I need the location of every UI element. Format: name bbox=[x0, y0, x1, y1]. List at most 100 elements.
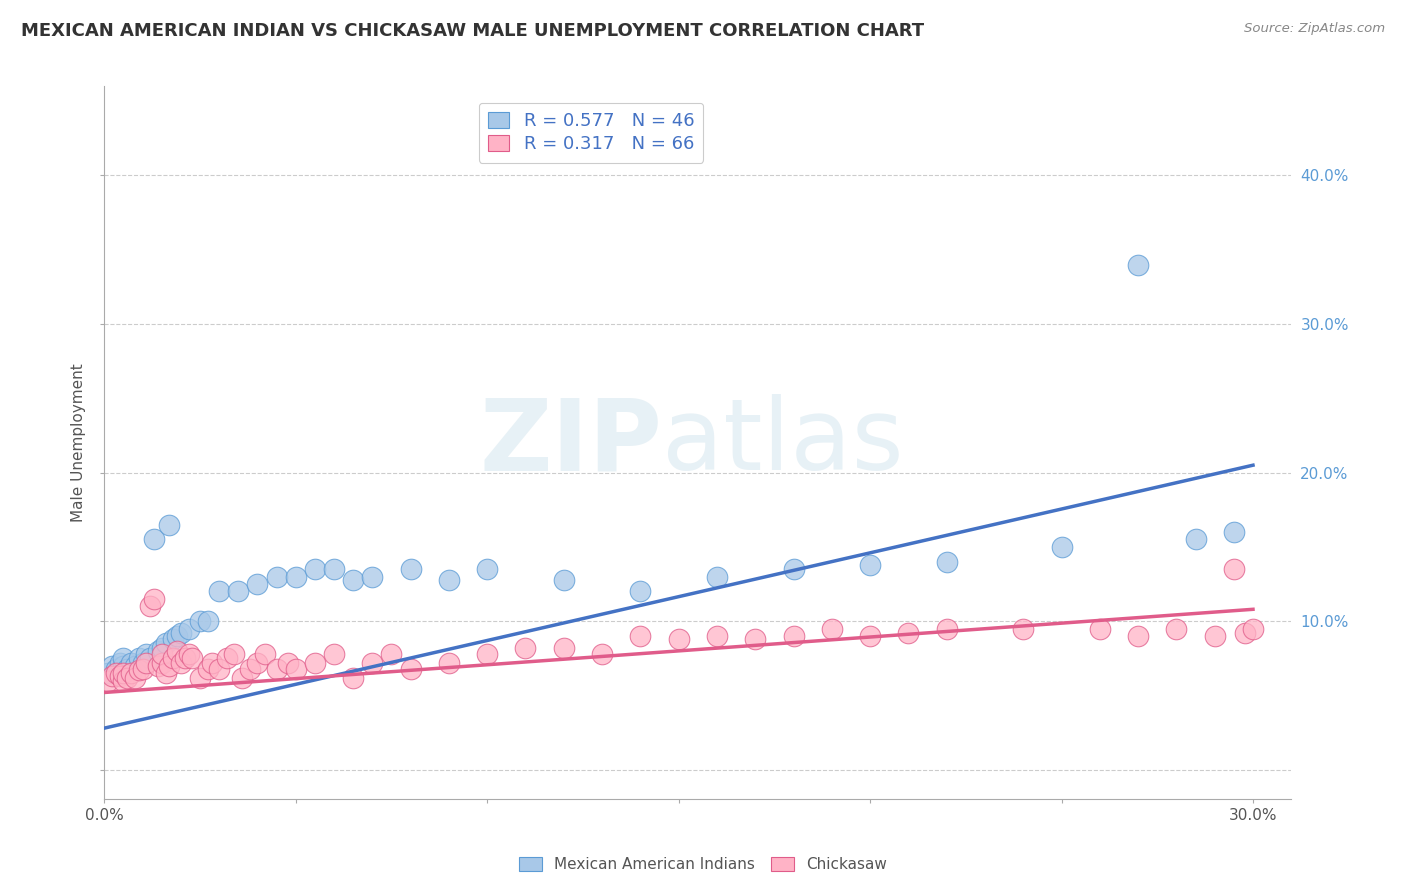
Point bbox=[104, 666, 127, 681]
Point bbox=[166, 629, 188, 643]
Point bbox=[117, 662, 139, 676]
Point bbox=[437, 656, 460, 670]
Point bbox=[166, 644, 188, 658]
Point bbox=[162, 651, 184, 665]
Point bbox=[108, 656, 131, 670]
Point bbox=[208, 584, 231, 599]
Point bbox=[380, 647, 402, 661]
Point bbox=[342, 671, 364, 685]
Point bbox=[399, 562, 422, 576]
Y-axis label: Male Unemployment: Male Unemployment bbox=[72, 364, 86, 523]
Point bbox=[628, 584, 651, 599]
Point bbox=[170, 656, 193, 670]
Point bbox=[821, 622, 844, 636]
Point bbox=[935, 555, 957, 569]
Point bbox=[150, 656, 173, 670]
Point bbox=[112, 673, 135, 688]
Point bbox=[188, 671, 211, 685]
Point bbox=[139, 599, 162, 614]
Point bbox=[101, 669, 124, 683]
Point bbox=[131, 662, 153, 676]
Text: ZIP: ZIP bbox=[479, 394, 662, 491]
Point bbox=[399, 662, 422, 676]
Point bbox=[139, 651, 162, 665]
Point bbox=[135, 647, 157, 661]
Point bbox=[266, 662, 288, 676]
Point bbox=[231, 671, 253, 685]
Point bbox=[1126, 258, 1149, 272]
Point bbox=[215, 651, 238, 665]
Point bbox=[120, 656, 142, 670]
Point bbox=[1126, 629, 1149, 643]
Legend: R = 0.577   N = 46, R = 0.317   N = 66: R = 0.577 N = 46, R = 0.317 N = 66 bbox=[478, 103, 703, 162]
Point bbox=[1234, 626, 1257, 640]
Point bbox=[135, 656, 157, 670]
Point bbox=[197, 614, 219, 628]
Text: atlas: atlas bbox=[662, 394, 904, 491]
Point bbox=[146, 644, 169, 658]
Point bbox=[155, 666, 177, 681]
Point bbox=[254, 647, 277, 661]
Point bbox=[155, 636, 177, 650]
Point bbox=[188, 614, 211, 628]
Point bbox=[177, 647, 200, 661]
Point bbox=[143, 533, 166, 547]
Point bbox=[284, 569, 307, 583]
Point bbox=[101, 658, 124, 673]
Point bbox=[200, 656, 222, 670]
Point bbox=[246, 656, 269, 670]
Point bbox=[782, 562, 804, 576]
Point bbox=[173, 651, 195, 665]
Point bbox=[284, 662, 307, 676]
Point bbox=[706, 629, 728, 643]
Point bbox=[97, 673, 120, 688]
Point bbox=[157, 658, 180, 673]
Point bbox=[628, 629, 651, 643]
Point bbox=[226, 584, 249, 599]
Point bbox=[146, 658, 169, 673]
Point bbox=[224, 647, 246, 661]
Point bbox=[477, 562, 499, 576]
Point bbox=[108, 669, 131, 683]
Point bbox=[1012, 622, 1035, 636]
Point bbox=[477, 647, 499, 661]
Point bbox=[859, 558, 882, 572]
Point bbox=[1204, 629, 1226, 643]
Point bbox=[157, 517, 180, 532]
Point bbox=[277, 656, 299, 670]
Point bbox=[437, 573, 460, 587]
Point bbox=[744, 632, 766, 646]
Point bbox=[1050, 540, 1073, 554]
Point bbox=[935, 622, 957, 636]
Point bbox=[1223, 524, 1246, 539]
Point bbox=[239, 662, 262, 676]
Point bbox=[1223, 562, 1246, 576]
Point bbox=[177, 622, 200, 636]
Point bbox=[208, 662, 231, 676]
Point bbox=[197, 662, 219, 676]
Point bbox=[170, 626, 193, 640]
Point bbox=[304, 656, 326, 670]
Point bbox=[706, 569, 728, 583]
Point bbox=[782, 629, 804, 643]
Point bbox=[112, 666, 135, 681]
Point bbox=[323, 647, 346, 661]
Point bbox=[124, 671, 146, 685]
Point bbox=[128, 663, 150, 677]
Point bbox=[1241, 622, 1264, 636]
Point bbox=[1184, 533, 1206, 547]
Point bbox=[143, 591, 166, 606]
Point bbox=[304, 562, 326, 576]
Point bbox=[104, 662, 127, 676]
Text: Source: ZipAtlas.com: Source: ZipAtlas.com bbox=[1244, 22, 1385, 36]
Point bbox=[323, 562, 346, 576]
Legend: Mexican American Indians, Chickasaw: Mexican American Indians, Chickasaw bbox=[512, 849, 894, 880]
Point bbox=[1088, 622, 1111, 636]
Point bbox=[515, 640, 537, 655]
Point bbox=[342, 573, 364, 587]
Point bbox=[897, 626, 920, 640]
Point bbox=[112, 658, 135, 673]
Point bbox=[246, 577, 269, 591]
Point bbox=[117, 671, 139, 685]
Point bbox=[181, 651, 204, 665]
